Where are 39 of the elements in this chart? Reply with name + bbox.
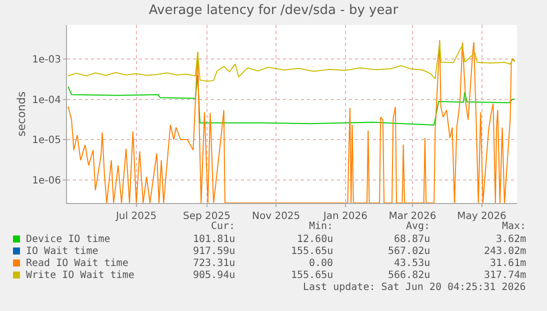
text: 567.02u bbox=[388, 246, 430, 257]
text: 31.61m bbox=[490, 258, 526, 269]
chart-title: Average latency for /dev/sda - by year bbox=[148, 3, 399, 18]
text: 3.62m bbox=[496, 234, 526, 245]
x-tick-label: Jan 2026 bbox=[322, 211, 368, 222]
text: 155.65u bbox=[291, 246, 334, 257]
text: 243.02m bbox=[484, 246, 526, 257]
line-series bbox=[68, 42, 516, 82]
y-axis-title: seconds bbox=[14, 91, 28, 136]
text: 12.60u bbox=[297, 234, 334, 245]
text: Last update: Sat Jun 20 04:25:31 2026 bbox=[303, 282, 526, 293]
legend-label: Write IO Wait time bbox=[26, 270, 134, 281]
y-tick-label: 1e-04 bbox=[32, 94, 61, 106]
line-series bbox=[68, 74, 516, 126]
text: 155.65u bbox=[291, 270, 334, 281]
text: 566.82u bbox=[388, 270, 430, 281]
x-tick-label: Mar 2026 bbox=[388, 211, 436, 222]
legend-label: IO Wait time bbox=[26, 246, 98, 257]
x-tick-label: Sep 2025 bbox=[183, 211, 231, 222]
text: 905.94u bbox=[193, 270, 236, 281]
x-tick-label: May 2026 bbox=[457, 211, 506, 222]
y-tick-label: 1e-03 bbox=[32, 54, 61, 66]
text: 723.31u bbox=[193, 258, 236, 269]
y-tick-label: 1e-05 bbox=[32, 135, 61, 146]
text: 68.87u bbox=[394, 234, 430, 245]
y-tick-label: 1e-06 bbox=[32, 176, 61, 187]
legend-label: Device IO time bbox=[26, 234, 110, 245]
text: Min: bbox=[309, 221, 334, 232]
text: 917.59u bbox=[193, 246, 236, 257]
text: Avg: bbox=[406, 221, 430, 232]
text: 43.53u bbox=[394, 258, 430, 269]
text: 0.00 bbox=[309, 258, 334, 269]
text: Max: bbox=[502, 221, 526, 232]
text: Cur: bbox=[211, 221, 236, 232]
x-tick-label: Nov 2025 bbox=[252, 211, 300, 222]
text: 317.74m bbox=[484, 270, 526, 281]
text: 101.81u bbox=[193, 234, 236, 245]
legend-label: Read IO Wait time bbox=[26, 258, 128, 269]
x-tick-label: Jul 2025 bbox=[114, 211, 157, 222]
